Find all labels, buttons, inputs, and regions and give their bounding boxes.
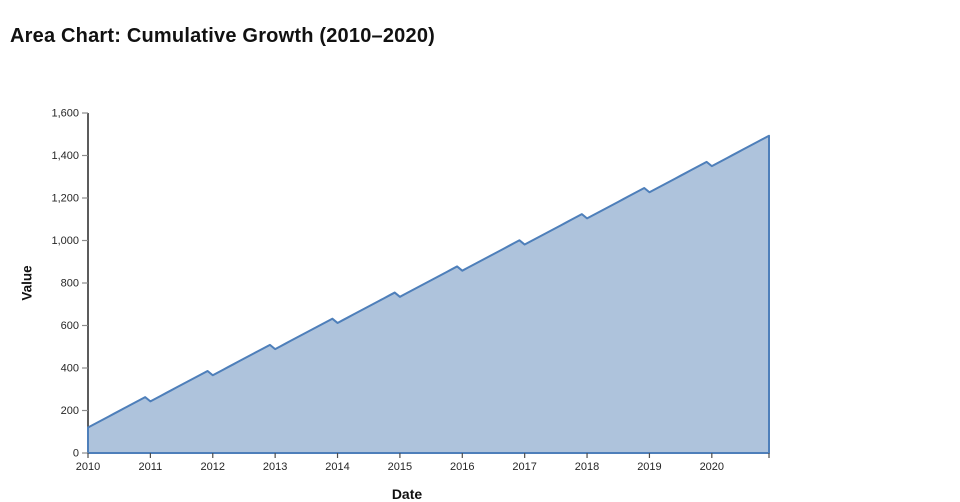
x-tick-label: 2011	[139, 461, 163, 473]
area-series	[87, 134, 770, 454]
x-tick-label: 2012	[201, 461, 225, 473]
y-axis-ticks: 0 200 400 600 800 1,000 1,200 1,400 1,600	[51, 108, 88, 460]
y-tick-label: 1,200	[51, 193, 79, 205]
x-tick-label: 2019	[637, 461, 661, 473]
x-axis-ticks: 2010 2011 2012 2013 2014 2015 2016 2017 2018 2019…	[76, 453, 770, 473]
x-tick-label: 2014	[325, 461, 349, 473]
y-tick-label: 1,000	[51, 235, 79, 247]
x-tick-label: 2010	[76, 461, 100, 473]
y-tick-label: 400	[61, 363, 79, 375]
x-tick-label: 2018	[575, 461, 599, 473]
y-tick-label: 200	[61, 405, 79, 417]
y-tick-label: 1,600	[51, 108, 79, 120]
x-tick-label: 2020	[700, 461, 724, 473]
area-polygon	[87, 134, 770, 454]
y-tick-label: 1,400	[51, 150, 79, 162]
x-tick-label: 2015	[388, 461, 412, 473]
x-tick-label: 2013	[263, 461, 287, 473]
chart-title: Area Chart: Cumulative Growth (2010–2020…	[10, 25, 436, 47]
x-tick-label: 2016	[450, 461, 474, 473]
x-axis-title: Date	[391, 486, 423, 502]
x-tick-label: 2017	[512, 461, 536, 473]
y-tick-label: 800	[61, 278, 79, 290]
y-tick-label: 0	[73, 448, 79, 460]
y-tick-label: 600	[61, 320, 79, 332]
